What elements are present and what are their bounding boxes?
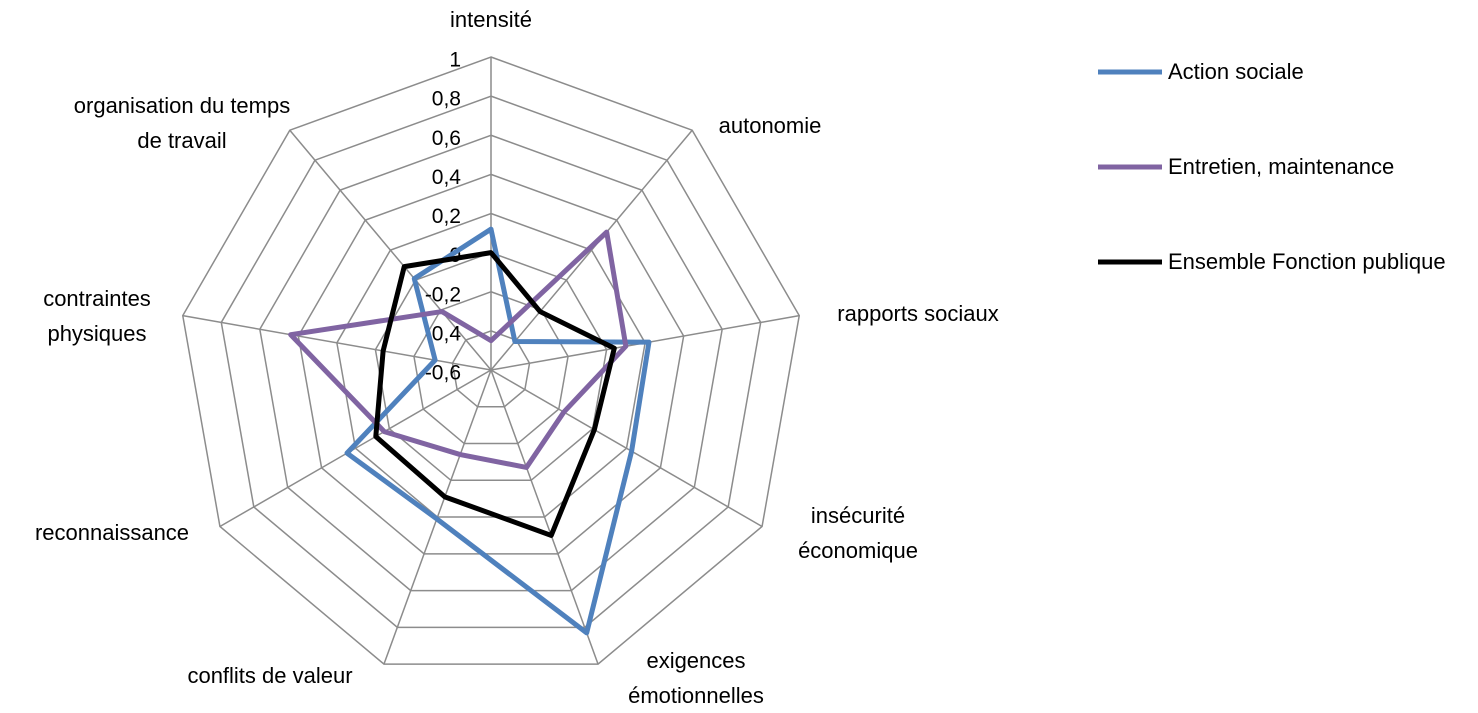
legend-label: Entretien, maintenance (1168, 154, 1395, 179)
category-label: organisation du temps de travail (73, 93, 291, 153)
axis-spoke (490, 369, 763, 528)
series-line (373, 250, 617, 538)
grid-ring (297, 173, 685, 555)
r-tick-label: 0,8 (432, 88, 461, 111)
axis-spoke (219, 369, 492, 528)
r-tick-label: 0,4 (432, 166, 462, 189)
category-label: exigences émotionnelles (628, 648, 764, 708)
grid-ring (259, 134, 723, 592)
legend-label: Ensemble Fonction publique (1168, 249, 1446, 274)
r-tick-label: 0,2 (432, 205, 461, 228)
axis-spoke (182, 314, 492, 371)
r-tick-label: 1 (449, 49, 461, 72)
series-line (288, 229, 629, 470)
grid-ring (451, 330, 531, 408)
category-label: autonomie (718, 113, 822, 138)
r-tick-label: 0,6 (432, 127, 461, 150)
category-label: intensité (450, 7, 532, 32)
r-tick-label: -0,4 (425, 322, 462, 345)
category-label: contraintes physiques (43, 286, 151, 346)
category-label: conflits de valeur (187, 663, 353, 688)
series-line (344, 226, 652, 636)
axis-spoke (289, 129, 492, 371)
category-label: insécurité économique (798, 503, 918, 563)
r-tick-label: -0,6 (425, 362, 461, 385)
grid-ring (181, 56, 801, 665)
grid-ring (374, 251, 608, 482)
r-tick-label: -0,2 (425, 283, 461, 306)
grid-ring (220, 95, 762, 629)
legend-label: Action sociale (1168, 59, 1304, 84)
r-tick-label: 0 (449, 244, 461, 267)
category-label: rapports sociaux (837, 301, 999, 326)
axis-spoke (490, 129, 693, 371)
category-label: reconnaissance (34, 520, 190, 545)
axis-spoke (490, 369, 599, 665)
